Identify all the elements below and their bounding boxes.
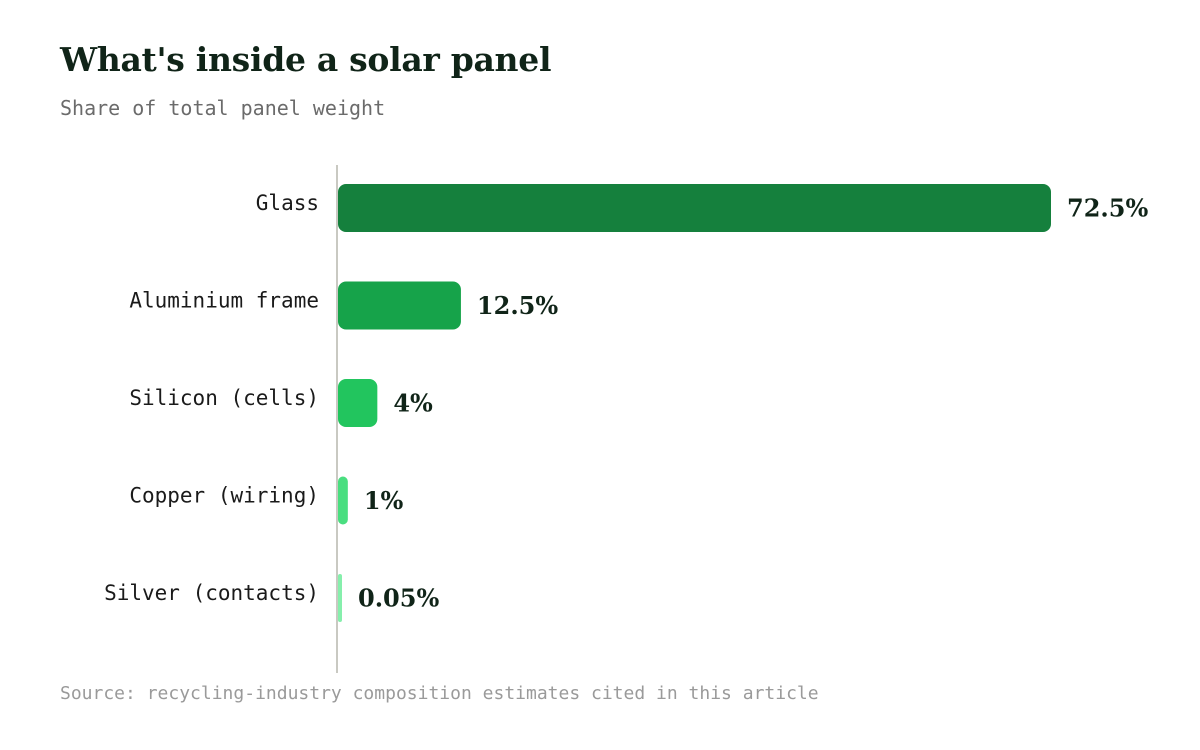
bar <box>338 184 1051 232</box>
source-note: Source: recycling-industry composition e… <box>60 683 819 704</box>
category-label: Glass <box>256 191 319 215</box>
bar <box>338 476 348 525</box>
value-label: 4% <box>393 389 433 418</box>
bar <box>338 281 461 330</box>
category-label: Copper (wiring) <box>129 484 319 508</box>
value-label: 0.05% <box>358 584 439 613</box>
category-label: Aluminium frame <box>129 289 319 313</box>
bar <box>338 574 342 622</box>
value-label: 72.5% <box>1067 194 1148 223</box>
bar <box>338 379 378 427</box>
chart-title: What's inside a solar panel <box>60 40 552 79</box>
chart-subtitle: Share of total panel weight <box>60 96 386 120</box>
value-label: 12.5% <box>477 291 558 320</box>
category-label: Silicon (cells) <box>129 386 319 410</box>
category-label: Silver (contacts) <box>104 581 319 605</box>
value-label: 1% <box>364 486 404 515</box>
